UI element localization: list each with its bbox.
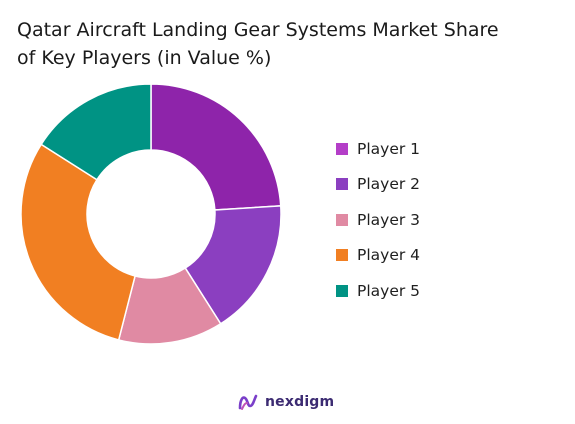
legend-item-player-4[interactable]: Player 4 [336, 238, 420, 274]
donut-slice-player-5[interactable] [40, 83, 152, 181]
chart-legend: Player 1 Player 2 Player 3 Player 4 Play… [336, 131, 420, 309]
brand-footer: nexdigm [237, 391, 334, 413]
legend-label-player-1: Player 1 [357, 139, 421, 158]
legend-item-player-5[interactable]: Player 5 [336, 273, 420, 309]
chart-title-line-2: of Key Players (in Value %) [17, 47, 272, 69]
chart-title-line-1: Qatar Aircraft Landing Gear Systems Mark… [17, 19, 499, 41]
donut-slice-player-4[interactable] [20, 143, 136, 341]
legend-item-player-3[interactable]: Player 3 [336, 202, 420, 238]
legend-swatch-player-5 [336, 284, 348, 297]
legend-item-player-1[interactable]: Player 1 [336, 131, 420, 167]
legend-item-player-2[interactable]: Player 2 [336, 167, 420, 203]
brand-name: nexdigm [265, 394, 335, 410]
legend-swatch-player-2 [336, 178, 348, 191]
legend-label-player-5: Player 5 [357, 281, 421, 300]
legend-label-player-2: Player 2 [357, 175, 421, 194]
nexdigm-logo-icon [238, 394, 258, 410]
chart-title: Qatar Aircraft Landing Gear Systems Mark… [17, 16, 562, 72]
legend-swatch-player-4 [336, 249, 348, 262]
donut-slice-player-1[interactable] [150, 83, 282, 211]
legend-label-player-3: Player 3 [357, 210, 421, 229]
legend-label-player-4: Player 4 [357, 246, 421, 265]
legend-swatch-player-3 [336, 213, 348, 226]
legend-swatch-player-1 [336, 142, 348, 155]
